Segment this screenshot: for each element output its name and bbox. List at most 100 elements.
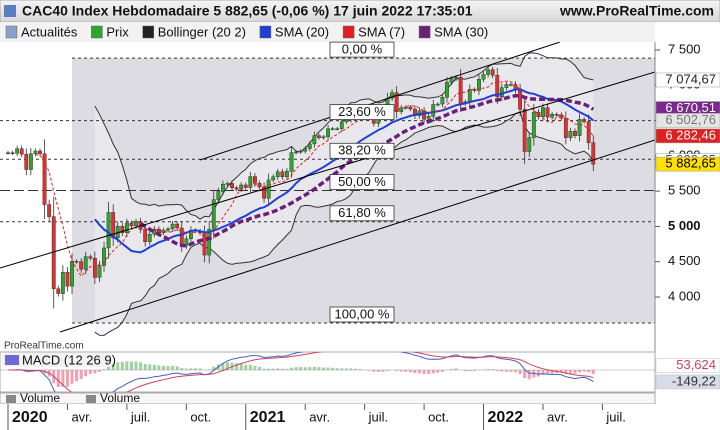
macd-histogram [399,370,403,372]
macd-histogram [289,367,293,370]
legend-swatch [418,25,431,39]
macd-histogram [354,368,358,370]
fib-label: 0,00 % [342,42,383,57]
candle [330,128,335,130]
candle [435,103,440,106]
macd-histogram [225,362,229,370]
macd-signal [8,352,594,392]
fib-label-box [329,142,395,159]
candle [285,171,289,178]
candle [38,150,42,155]
legend-bar [0,22,720,42]
legend-item[interactable]: SMA (30) [418,24,488,39]
legend-item[interactable]: Prix [91,24,129,39]
macd-histogram [472,370,476,371]
macd-histogram [294,367,298,370]
candle [298,150,303,153]
legend-swatch [5,25,18,39]
header-icon [4,5,16,17]
fib-label-box [329,174,395,190]
macd-histogram [212,366,216,370]
candle [120,226,125,233]
macd-histogram [93,370,97,374]
main-panel [0,52,655,336]
macd-histogram [125,361,129,370]
legend-swatch [91,25,103,39]
candle [490,69,495,76]
candle [458,77,463,104]
candle [243,184,248,188]
macd-histogram [509,370,513,372]
macd-histogram [75,370,79,382]
candle [83,256,88,270]
candle [19,148,24,155]
legend-item[interactable]: SMA (20) [259,24,329,39]
x-tick-label: avr. [71,409,92,424]
macd-histogram [536,370,540,377]
macd-histogram [568,370,572,374]
candle [207,228,212,256]
x-tick-label: 2020 [12,409,48,426]
candle [47,204,52,217]
macd-histogram [180,367,184,370]
macd-histogram [148,364,152,370]
y-tick-label: 5 500 [668,183,701,198]
macd-histogram [408,370,412,373]
sma-line [35,80,594,277]
legend-item[interactable]: Actualités [5,24,78,39]
macd-histogram [331,367,335,370]
candle [422,110,426,120]
candle [175,223,180,229]
candle [586,121,591,143]
candle [307,143,312,149]
candle [339,121,344,129]
macd-histogram [175,366,179,370]
bollinger-band [94,52,594,336]
macd-histogram [171,365,175,370]
candle [124,222,129,233]
candle [303,148,308,152]
legend-item[interactable]: SMA (7) [342,24,405,39]
legend-label: Prix [106,24,129,39]
macd-histogram [463,370,467,372]
candle [577,119,582,136]
macd-histogram [500,370,504,372]
x-tick-label: juil. [368,409,389,424]
candle [56,288,61,294]
x-tick-label: avr. [547,409,568,424]
candle [275,171,280,178]
candle [15,148,20,154]
macd-histogram [436,370,440,373]
macd-histogram [129,361,133,370]
price-tag [655,72,720,88]
volume-label: Volume [100,391,140,405]
legend-item[interactable]: Bollinger (20 2) [142,24,246,39]
candle [216,191,221,200]
candle [440,97,445,105]
macd-histogram [587,370,591,373]
macd-histogram [427,370,431,375]
trend-channel [0,42,655,333]
macd-histogram [166,365,170,370]
macd-histogram [285,368,289,370]
candle [65,272,70,287]
candle [335,128,340,130]
macd-histogram [349,368,353,370]
candle [266,179,271,199]
macd-label: MACD (12 26 9) [22,352,116,367]
macd-histogram [84,370,88,377]
trend-line [0,71,655,269]
macd-histogram [559,370,563,373]
macd-histogram [395,370,399,372]
macd-histogram [248,364,252,370]
candle [591,142,596,165]
macd-histogram [523,370,527,378]
macd-histogram [271,368,275,370]
candle [509,84,513,86]
candle [166,228,170,231]
time-axis [0,404,720,430]
fib-label: 23,60 % [338,104,386,119]
macd-histogram [418,370,422,374]
y-tick-label: 4 000 [668,288,701,303]
